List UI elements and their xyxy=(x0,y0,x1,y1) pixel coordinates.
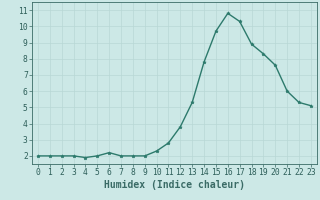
X-axis label: Humidex (Indice chaleur): Humidex (Indice chaleur) xyxy=(104,180,245,190)
